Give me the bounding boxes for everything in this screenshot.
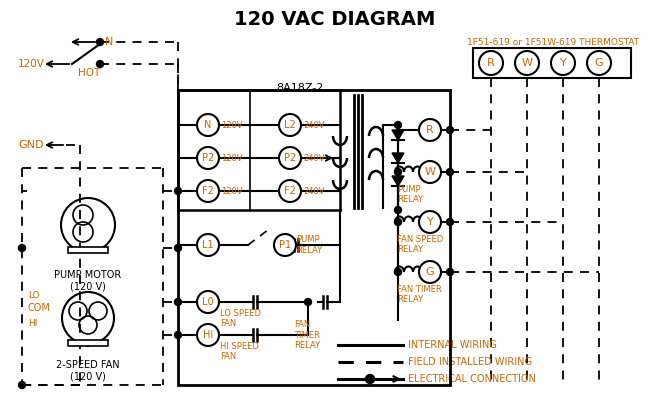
Circle shape bbox=[479, 51, 503, 75]
Text: 1F51-619 or 1F51W-619 THERMOSTAT: 1F51-619 or 1F51W-619 THERMOSTAT bbox=[467, 38, 639, 47]
Circle shape bbox=[395, 207, 401, 214]
Text: F2: F2 bbox=[284, 186, 296, 196]
Text: P2: P2 bbox=[202, 153, 214, 163]
Circle shape bbox=[174, 331, 182, 339]
Text: FAN TIMER
RELAY: FAN TIMER RELAY bbox=[397, 285, 442, 304]
Text: F2: F2 bbox=[202, 186, 214, 196]
Text: 120 VAC DIAGRAM: 120 VAC DIAGRAM bbox=[234, 10, 436, 29]
Text: Y: Y bbox=[559, 58, 566, 68]
Circle shape bbox=[279, 147, 301, 169]
Text: PUMP
RELAY: PUMP RELAY bbox=[397, 185, 423, 204]
Circle shape bbox=[395, 168, 401, 176]
Circle shape bbox=[19, 245, 25, 251]
Text: 240V: 240V bbox=[303, 186, 324, 196]
Circle shape bbox=[197, 291, 219, 313]
Bar bbox=[68, 340, 108, 346]
Text: PUMP
RELAY: PUMP RELAY bbox=[296, 235, 322, 255]
Text: W: W bbox=[425, 167, 436, 177]
Circle shape bbox=[551, 51, 575, 75]
Text: P2: P2 bbox=[284, 153, 296, 163]
Circle shape bbox=[19, 382, 25, 388]
Bar bbox=[68, 247, 108, 253]
Text: L2: L2 bbox=[284, 120, 296, 130]
Circle shape bbox=[395, 218, 401, 225]
Circle shape bbox=[279, 180, 301, 202]
Circle shape bbox=[366, 375, 375, 383]
Circle shape bbox=[419, 261, 441, 283]
Text: HOT: HOT bbox=[78, 68, 100, 78]
Text: INTERNAL WIRING: INTERNAL WIRING bbox=[408, 340, 497, 350]
Circle shape bbox=[446, 168, 454, 176]
Circle shape bbox=[395, 122, 401, 129]
Text: 240V: 240V bbox=[303, 153, 324, 163]
Circle shape bbox=[446, 269, 454, 276]
Text: R: R bbox=[487, 58, 495, 68]
Circle shape bbox=[279, 114, 301, 136]
Text: LO SPEED
FAN: LO SPEED FAN bbox=[220, 309, 261, 328]
Text: Y: Y bbox=[427, 217, 433, 227]
Text: L1: L1 bbox=[202, 240, 214, 250]
Circle shape bbox=[197, 147, 219, 169]
Circle shape bbox=[274, 234, 296, 256]
Text: 120V: 120V bbox=[18, 59, 45, 69]
Circle shape bbox=[419, 161, 441, 183]
Text: HI: HI bbox=[28, 318, 38, 328]
Bar bbox=[473, 48, 631, 78]
Text: GND: GND bbox=[18, 140, 44, 150]
Text: 2-SPEED FAN
(120 V): 2-SPEED FAN (120 V) bbox=[56, 360, 120, 382]
Text: FAN SPEED
RELAY: FAN SPEED RELAY bbox=[397, 235, 444, 254]
Polygon shape bbox=[392, 153, 404, 163]
Circle shape bbox=[197, 114, 219, 136]
Text: PUMP MOTOR
(120 V): PUMP MOTOR (120 V) bbox=[54, 270, 122, 292]
Circle shape bbox=[174, 187, 182, 194]
Circle shape bbox=[587, 51, 611, 75]
Text: P1: P1 bbox=[279, 240, 291, 250]
Circle shape bbox=[96, 39, 103, 46]
Circle shape bbox=[197, 234, 219, 256]
Text: HI SPEED
FAN: HI SPEED FAN bbox=[220, 342, 259, 362]
Text: ELECTRICAL CONNECTION: ELECTRICAL CONNECTION bbox=[408, 374, 536, 384]
Text: N: N bbox=[204, 120, 212, 130]
Text: 240V: 240V bbox=[303, 121, 324, 129]
Text: COM: COM bbox=[28, 303, 51, 313]
Circle shape bbox=[304, 298, 312, 305]
Circle shape bbox=[197, 324, 219, 346]
Text: FIELD INSTALLED WIRING: FIELD INSTALLED WIRING bbox=[408, 357, 532, 367]
Circle shape bbox=[419, 119, 441, 141]
Text: N: N bbox=[105, 37, 113, 47]
Circle shape bbox=[419, 211, 441, 233]
Text: W: W bbox=[521, 58, 533, 68]
Circle shape bbox=[515, 51, 539, 75]
Polygon shape bbox=[392, 130, 404, 140]
Text: HI: HI bbox=[203, 330, 213, 340]
Circle shape bbox=[174, 298, 182, 305]
Text: LO: LO bbox=[28, 292, 40, 300]
Text: R: R bbox=[426, 125, 434, 135]
Polygon shape bbox=[392, 176, 404, 186]
Circle shape bbox=[96, 60, 103, 67]
Text: 120V: 120V bbox=[221, 186, 243, 196]
Circle shape bbox=[197, 180, 219, 202]
Circle shape bbox=[395, 269, 401, 276]
Bar bbox=[178, 90, 450, 385]
Circle shape bbox=[446, 127, 454, 134]
Circle shape bbox=[446, 218, 454, 225]
Text: 8A18Z-2: 8A18Z-2 bbox=[276, 83, 324, 93]
Text: 120V: 120V bbox=[221, 153, 243, 163]
Text: G: G bbox=[425, 267, 434, 277]
Text: L0: L0 bbox=[202, 297, 214, 307]
Text: G: G bbox=[595, 58, 603, 68]
Text: 120V: 120V bbox=[221, 121, 243, 129]
Circle shape bbox=[174, 245, 182, 251]
Text: FAN
TIMER
RELAY: FAN TIMER RELAY bbox=[294, 320, 320, 350]
